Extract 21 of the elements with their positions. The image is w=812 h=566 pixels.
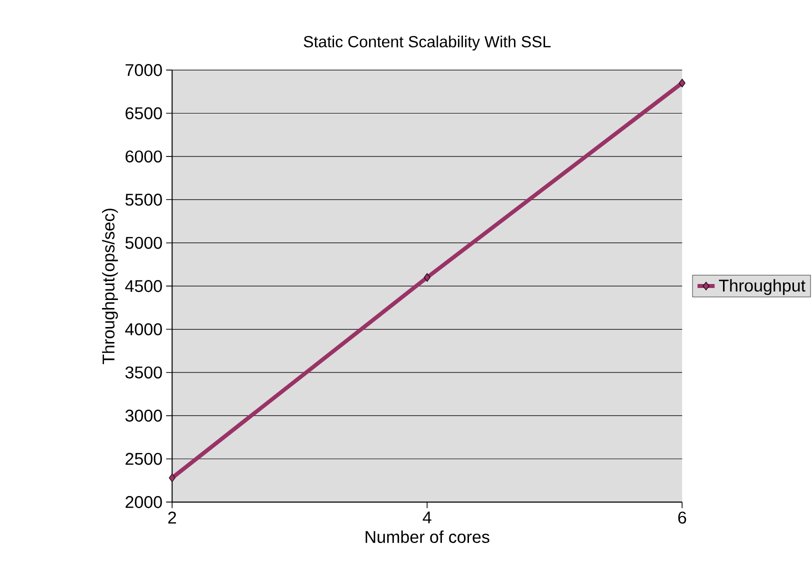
point <box>678 78 686 88</box>
x-axis-title: Number of cores <box>366 530 490 543</box>
y-tick-label: 6000 <box>126 150 162 162</box>
y-tick-label: 4000 <box>125 323 162 336</box>
legend-label: Throughput <box>718 279 806 295</box>
y-tick-label: 5000 <box>125 236 162 249</box>
y-tick-label: 6500 <box>126 107 162 120</box>
y-axis-title: Throughput(ops/sec) <box>102 208 118 364</box>
x-tick-label: 2 <box>168 512 176 524</box>
y-tick-label: 2500 <box>126 452 162 465</box>
x-tick-label: 6 <box>678 512 686 524</box>
x-tick-label: 4 <box>422 512 432 524</box>
y-tick-label: 3500 <box>125 366 162 378</box>
y-tick-label: 2000 <box>126 496 162 508</box>
chart-title: Static Content Scalability With SSL <box>304 36 551 51</box>
point <box>424 273 430 282</box>
y-tick-label: 5500 <box>125 194 162 206</box>
y-tick-label: 4500 <box>125 280 162 292</box>
y-tick-label: 7000 <box>126 64 162 76</box>
y-tick-label: 3000 <box>125 410 162 422</box>
point <box>168 474 176 482</box>
